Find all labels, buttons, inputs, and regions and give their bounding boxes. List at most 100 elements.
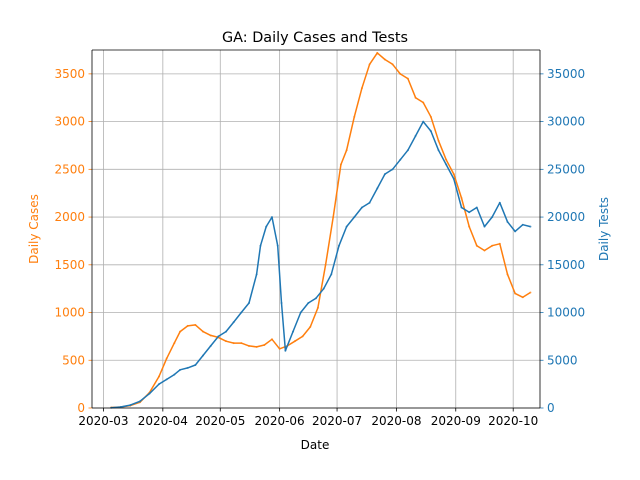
y-left-tick-label: 500 xyxy=(62,353,85,367)
y-right-tick-label: 35000 xyxy=(547,67,585,81)
tests-point xyxy=(194,364,197,367)
x-tick-label: 2020-06 xyxy=(255,414,305,428)
tests-point xyxy=(422,120,425,123)
tests-point xyxy=(337,244,340,247)
cases-point xyxy=(173,342,176,345)
cases-point xyxy=(232,342,235,345)
cases-point xyxy=(255,345,258,348)
x-tick-label: 2020-10 xyxy=(488,414,538,428)
cases-point xyxy=(165,357,168,360)
y-left-tick-label: 1000 xyxy=(54,306,85,320)
tests-point xyxy=(391,168,394,171)
tests-point xyxy=(468,211,471,214)
tests-point xyxy=(165,378,168,381)
tests-point xyxy=(179,368,182,371)
chart-title: GA: Daily Cases and Tests xyxy=(222,30,408,46)
tests-point xyxy=(529,225,532,228)
x-tick-label: 2020-03 xyxy=(78,414,128,428)
tests-point xyxy=(148,392,151,395)
cases-point xyxy=(506,273,509,276)
tests-point xyxy=(498,201,501,204)
cases-point xyxy=(483,249,486,252)
tests-point xyxy=(376,187,379,190)
cases-point xyxy=(309,325,312,328)
tests-point xyxy=(414,134,417,137)
cases-point xyxy=(202,330,205,333)
cases-point xyxy=(332,216,335,219)
x-tick-label: 2020-04 xyxy=(138,414,188,428)
tests-point xyxy=(292,330,295,333)
tests-point xyxy=(506,220,509,223)
y-right-tick-label: 20000 xyxy=(547,210,585,224)
tests-point xyxy=(265,225,268,228)
cases-point xyxy=(399,72,402,75)
cases-point xyxy=(194,323,197,326)
tests-point xyxy=(270,216,273,219)
tests-point xyxy=(315,297,317,300)
y-axis-label-left: Daily Cases xyxy=(27,194,41,264)
tests-point xyxy=(129,404,132,407)
tests-point xyxy=(307,301,310,304)
cases-point xyxy=(429,115,432,118)
cases-point xyxy=(240,342,243,345)
tests-point xyxy=(521,223,524,226)
y-axis-label-right: Daily Tests xyxy=(597,197,611,261)
cases-point xyxy=(186,324,189,327)
y-right-tick-label: 0 xyxy=(547,401,555,415)
tests-point xyxy=(280,301,283,304)
cases-point xyxy=(368,63,371,66)
cases-point xyxy=(324,263,327,266)
tests-point xyxy=(247,301,250,304)
cases-point xyxy=(270,338,273,341)
cases-point xyxy=(316,306,319,309)
tests-point xyxy=(158,383,161,386)
tests-point xyxy=(345,225,348,228)
tests-point xyxy=(330,273,333,276)
cases-point xyxy=(179,330,182,333)
cases-point xyxy=(247,344,250,347)
tests-point xyxy=(406,149,409,152)
cases-point xyxy=(529,291,532,294)
cases-point xyxy=(339,163,342,166)
tests-point xyxy=(186,366,189,369)
tests-point xyxy=(383,173,386,176)
cases-point xyxy=(391,63,394,66)
cases-point xyxy=(437,139,440,142)
tests-point xyxy=(240,311,243,314)
tests-point xyxy=(322,287,325,290)
tests-point xyxy=(360,206,363,209)
y-right-tick-label: 10000 xyxy=(547,306,585,320)
cases-point xyxy=(445,158,448,161)
series-layer xyxy=(110,51,532,409)
tests-point xyxy=(368,201,371,204)
cases-point xyxy=(491,244,494,247)
tests-point xyxy=(232,321,235,324)
x-tick-label: 2020-08 xyxy=(371,414,421,428)
cases-point xyxy=(158,375,161,378)
y-right-tick-label: 30000 xyxy=(547,115,585,129)
x-tick-label: 2020-09 xyxy=(431,414,481,428)
tests-point xyxy=(399,158,402,161)
tests-point xyxy=(255,273,258,276)
tests-point xyxy=(209,344,212,347)
tests-point xyxy=(276,244,279,247)
tests-point xyxy=(299,311,302,314)
tests-point xyxy=(437,149,440,152)
y-left-tick-label: 2500 xyxy=(54,162,85,176)
y-left-tick-label: 1500 xyxy=(54,258,85,272)
tests-point xyxy=(483,225,486,228)
tests-point xyxy=(491,216,494,219)
x-tick-label: 2020-05 xyxy=(195,414,245,428)
y-left-tick-label: 3000 xyxy=(54,115,85,129)
cases-point xyxy=(460,196,463,199)
y-right-tick-label: 15000 xyxy=(547,258,585,272)
tests-point xyxy=(475,206,478,209)
cases-point xyxy=(406,77,409,80)
cases-point xyxy=(376,51,379,54)
y-left-tick-label: 3500 xyxy=(54,67,85,81)
tests-point xyxy=(202,354,205,357)
cases-point xyxy=(468,225,471,228)
tests-point xyxy=(452,177,455,180)
